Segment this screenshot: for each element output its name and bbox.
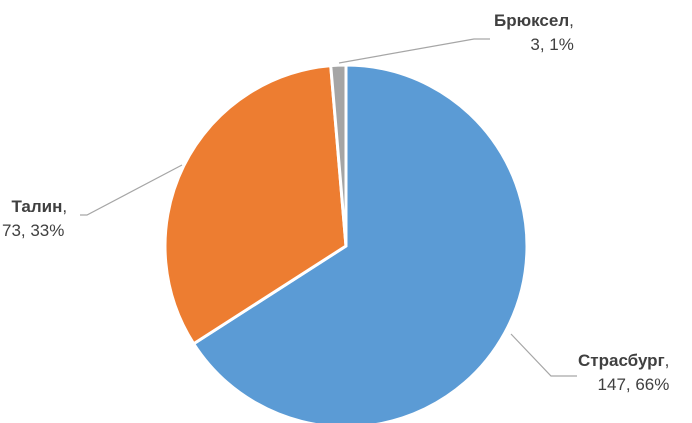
slice-strasbourg [192,63,529,423]
data-label-brussels: Брюксел, 3, 1% [494,9,574,57]
pie-slices [163,63,529,423]
data-label-brussels-name: Брюксел [494,11,570,30]
data-label-tallinn-value: 73, 33% [2,221,65,240]
data-label-strasbourg-value: 147, 66% [597,375,670,394]
data-label-brussels-value: 3, 1% [530,35,574,54]
data-label-tallinn: Талин, 73, 33% [2,195,67,243]
leader-line-brussels [338,38,490,64]
leader-line-tallinn [80,164,183,216]
data-label-tallinn-name: Талин [11,197,63,216]
data-label-strasbourg: Страсбург, 147, 66% [578,349,669,397]
slice-brussels [329,63,348,248]
data-label-strasbourg-name: Страсбург [578,351,665,370]
leader-line-strasbourg [510,333,577,377]
leader-lines [80,38,577,377]
slice-tallinn [163,64,348,346]
